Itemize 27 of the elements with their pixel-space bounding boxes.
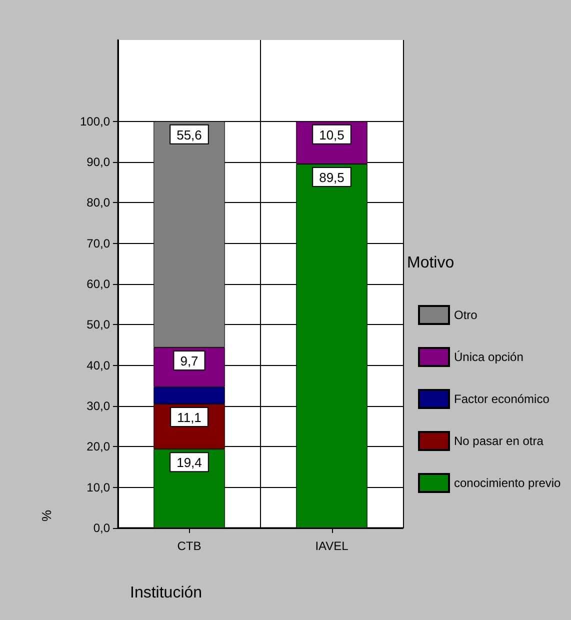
y-tick-label: 40,0 <box>86 358 110 372</box>
y-tick-label: 50,0 <box>86 318 110 332</box>
data-label: 11,1 <box>177 410 202 425</box>
x-tick-label: CTB <box>177 539 202 553</box>
y-tick-label: 20,0 <box>86 440 110 454</box>
y-tick-label: 60,0 <box>86 277 110 291</box>
legend-label: Única opción <box>454 350 524 364</box>
y-tick-label: 90,0 <box>86 155 110 169</box>
x-tick-label: IAVEL <box>315 539 349 553</box>
data-label: 55,6 <box>176 127 202 142</box>
y-tick-label: 100,0 <box>80 114 110 128</box>
legend-label: Factor económico <box>454 392 550 406</box>
x-axis-title: Institución <box>130 584 202 602</box>
legend-title: Motivo <box>407 254 454 272</box>
y-tick-label: 0,0 <box>93 521 110 535</box>
legend-label: Otro <box>454 308 478 322</box>
y-axis-title: % <box>39 510 54 522</box>
y-tick-label: 70,0 <box>86 236 110 250</box>
legend-label: conocimiento previo <box>454 476 562 490</box>
y-tick-label: 10,0 <box>86 480 110 494</box>
data-label: 19,4 <box>176 455 202 470</box>
y-tick-label: 30,0 <box>86 399 110 413</box>
data-label: 9,7 <box>180 353 198 368</box>
data-label: 10,5 <box>319 127 344 142</box>
y-tick-label: 80,0 <box>86 196 110 210</box>
legend-label: No pasar en otra <box>454 434 544 448</box>
data-label: 89,5 <box>319 170 344 186</box>
